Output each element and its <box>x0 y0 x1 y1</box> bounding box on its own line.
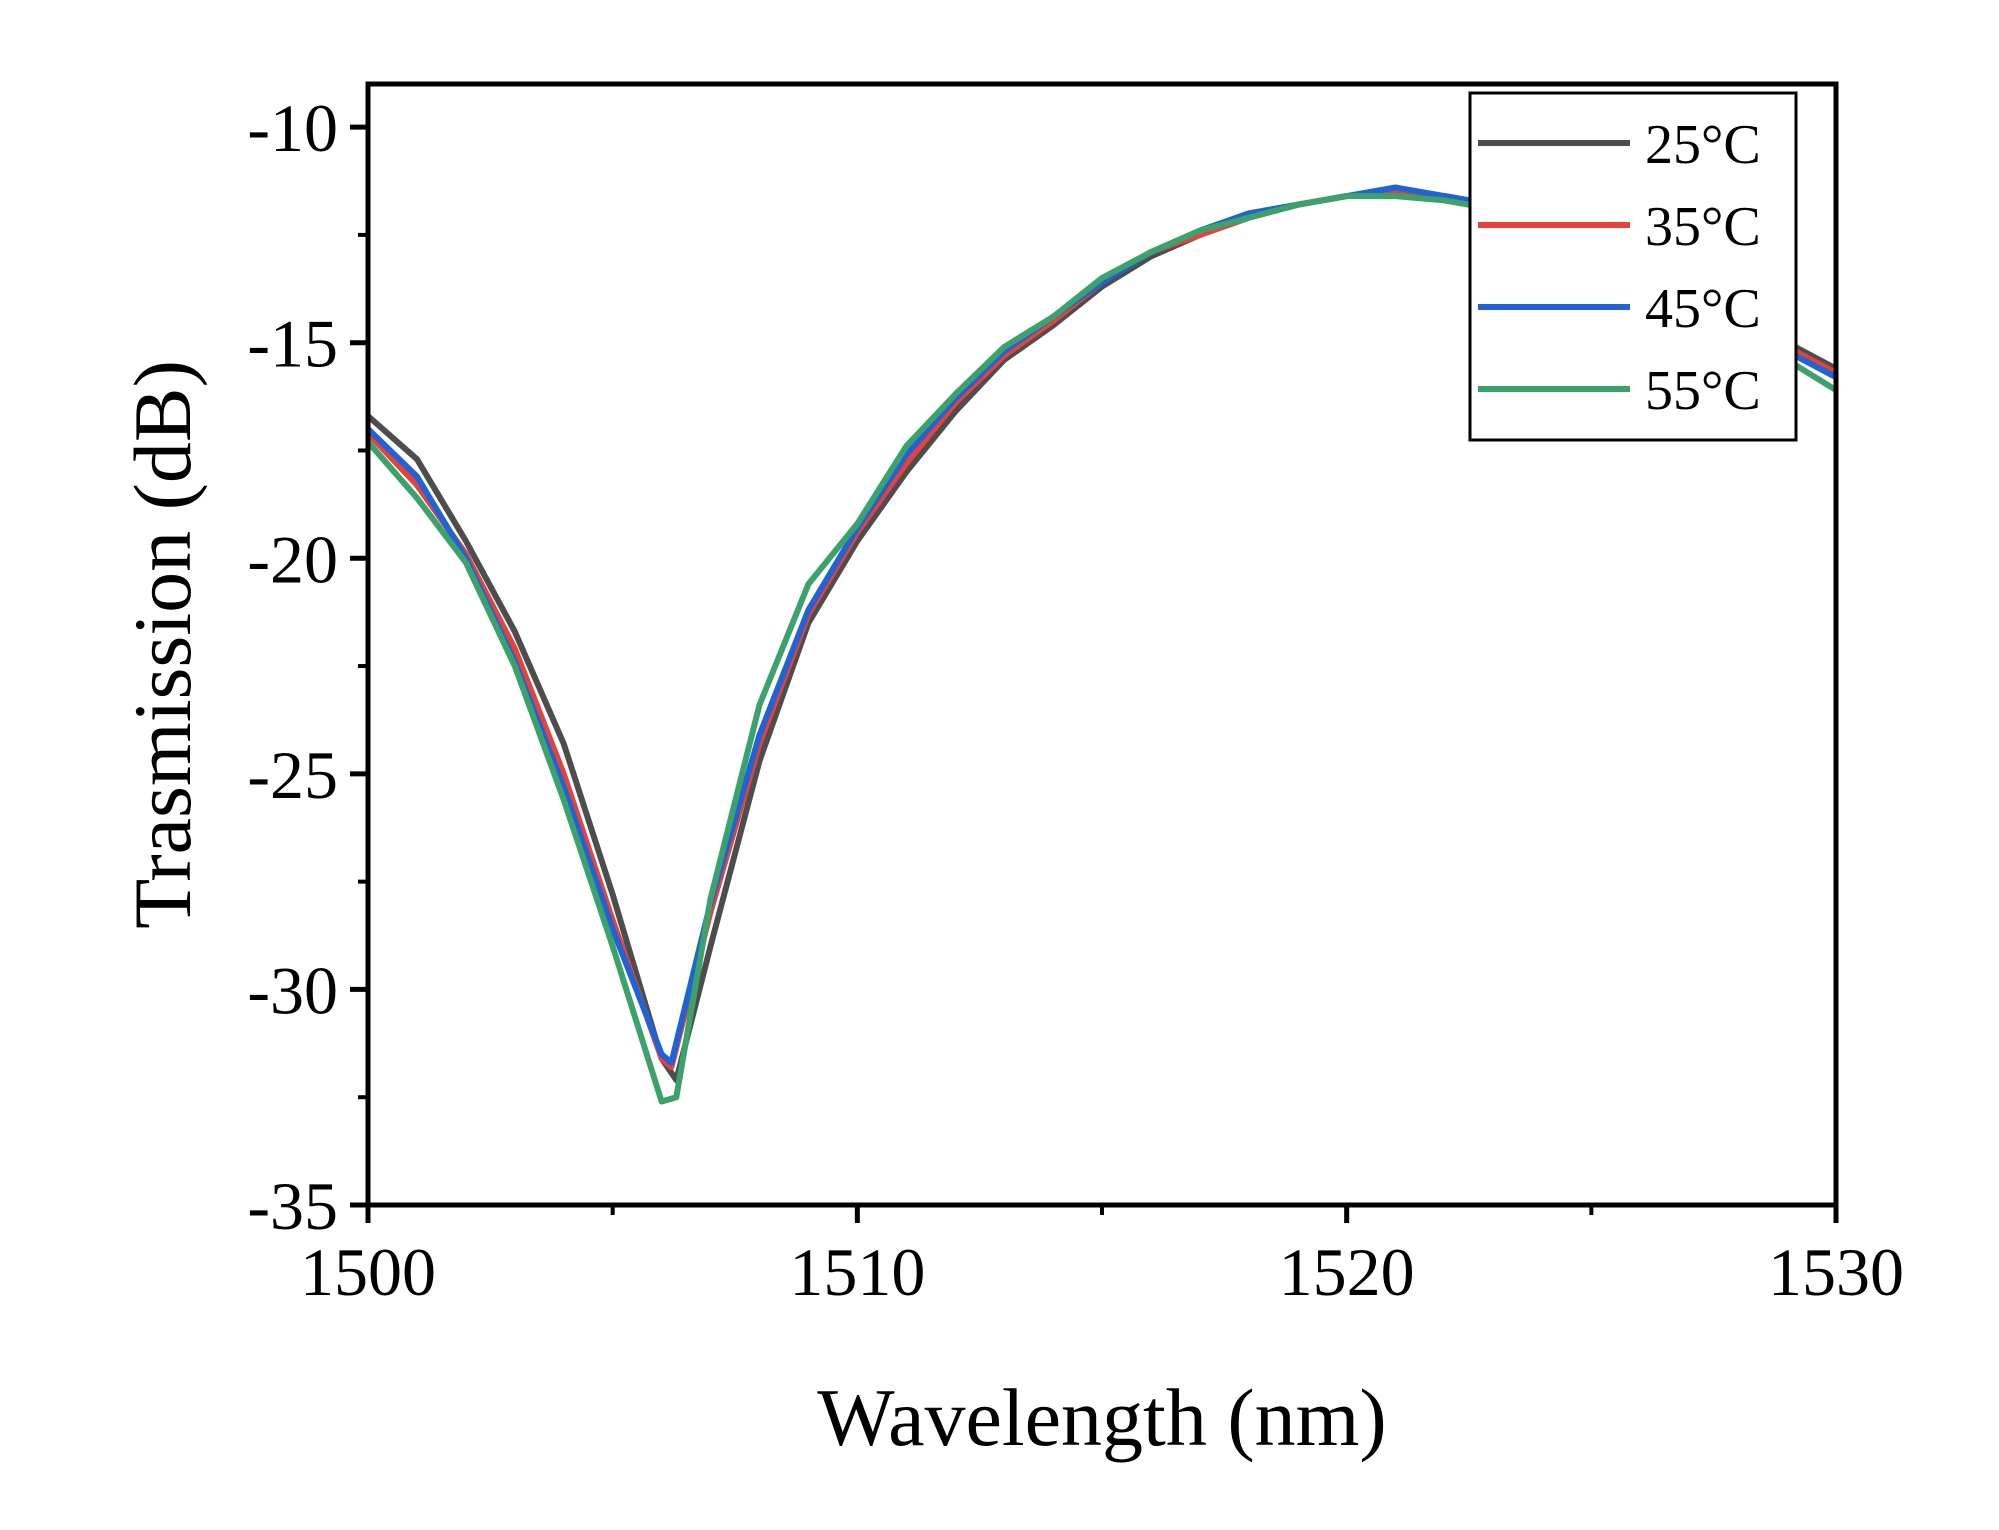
y-tick-label: -20 <box>247 521 338 597</box>
legend-label: 45°C <box>1645 278 1761 340</box>
legend: 25°C 35°C 45°C 55°C <box>1468 91 1798 442</box>
y-tick-label: -35 <box>247 1168 338 1244</box>
y-tick-label: -15 <box>247 306 338 382</box>
x-tick-label: 1520 <box>1279 1234 1415 1310</box>
legend-label: 25°C <box>1645 114 1761 176</box>
y-tick-label: -25 <box>247 737 338 813</box>
plot-frame <box>365 81 1839 1208</box>
x-tick-label: 1510 <box>789 1234 925 1310</box>
y-tick-label: -30 <box>247 952 338 1028</box>
x-tick-label: 1500 <box>300 1234 436 1310</box>
y-axis-title: Trasmission (dB) <box>117 360 208 929</box>
axis-labels: Wavelength (nm) Trasmission (dB) 1500 151… <box>117 90 1904 1463</box>
x-tick-label: 1530 <box>1768 1234 1904 1310</box>
legend-label: 55°C <box>1645 360 1761 422</box>
y-tick-label: -10 <box>247 90 338 166</box>
legend-box <box>1468 91 1798 442</box>
x-axis-title: Wavelength (nm) <box>817 1372 1386 1463</box>
legend-label: 35°C <box>1645 196 1761 258</box>
